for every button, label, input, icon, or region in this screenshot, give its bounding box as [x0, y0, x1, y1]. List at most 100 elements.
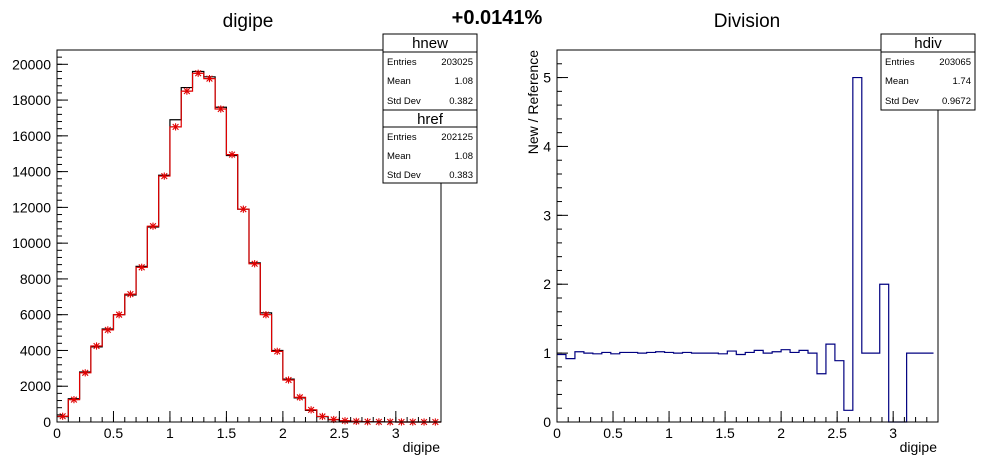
hnew-stats-title: hnew [412, 35, 448, 52]
marker-stroke [194, 69, 202, 77]
href-stddev-key: Std Dev [387, 170, 421, 181]
href-stddev-value: 0.383 [449, 170, 473, 181]
left-chart: digipe 0 0.5 1 1.5 2 2.5 3 0 2000 4000 6000 8000 10… [12, 11, 478, 455]
hnew-entries-key: Entries [387, 57, 417, 68]
href-marker [341, 417, 349, 425]
href-marker [330, 415, 338, 424]
y-tick-label: 0 [543, 414, 551, 430]
left-x-axis: 0 0.5 1 1.5 2 2.5 3 [53, 411, 442, 441]
y-tick-label: 8000 [20, 271, 51, 287]
percent-difference-label: +0.0141% [452, 7, 543, 29]
href-marker [217, 105, 225, 113]
y-tick-label: 10000 [12, 235, 51, 251]
href-marker [307, 406, 315, 414]
y-tick-label: 2000 [20, 378, 51, 394]
left-chart-title: digipe [223, 11, 274, 32]
x-tick-label: 0 [53, 425, 61, 441]
hdiv-mean-value: 1.74 [953, 76, 972, 87]
hnew-mean-key: Mean [387, 76, 411, 87]
href-marker [59, 412, 67, 420]
href-marker [296, 393, 304, 401]
href-entries-key: Entries [387, 132, 417, 143]
right-histogram-lines [557, 76, 934, 423]
x-tick-label: 0.5 [104, 425, 124, 441]
marker-stroke [262, 311, 270, 318]
marker-stroke [172, 123, 179, 131]
href-marker [251, 260, 259, 268]
left-x-axis-label: digipe [403, 439, 441, 455]
hdiv-entries-key: Entries [885, 57, 915, 68]
y-tick-label: 18000 [12, 92, 51, 108]
marker-stroke [81, 369, 89, 377]
href-mean-value: 1.08 [455, 151, 474, 162]
y-tick-label: 4000 [20, 342, 51, 358]
y-tick-label: 5 [543, 70, 551, 86]
x-tick-label: 1.5 [217, 425, 237, 441]
hdiv-stats-box: hdiv Entries 203065 Mean 1.74 Std Dev 0.… [880, 33, 976, 111]
marker-stroke [330, 416, 337, 423]
marker-stroke [59, 413, 66, 420]
marker-stroke [285, 376, 292, 384]
href-marker [92, 342, 101, 350]
marker-stroke [161, 172, 168, 180]
hdiv-mean-key: Mean [885, 76, 909, 87]
marker-stroke [273, 348, 281, 355]
left-y-axis: 0 2000 4000 6000 8000 10000 12000 14000 16000 180… [12, 49, 68, 430]
x-tick-label: 3 [889, 425, 897, 441]
y-tick-label: 20000 [12, 56, 51, 72]
right-x-axis-label: digipe [900, 439, 938, 455]
marker-stroke [183, 87, 191, 95]
marker-stroke [104, 326, 112, 334]
href-marker [160, 172, 168, 180]
y-tick-label: 2 [543, 276, 551, 292]
href-marker [126, 290, 135, 298]
marker-stroke [93, 342, 100, 350]
href-marker [183, 87, 191, 95]
x-tick-label: 2.5 [330, 425, 350, 441]
x-tick-label: 1 [166, 425, 174, 441]
href-marker [70, 396, 78, 404]
marker-stroke [127, 290, 134, 298]
hdiv-stats-title: hdiv [914, 35, 942, 52]
x-tick-label: 2 [279, 425, 287, 441]
right-x-axis: 0 0.5 1 1.5 2 2.5 3 [553, 411, 939, 441]
href-marker [262, 311, 270, 319]
y-tick-label: 0 [43, 414, 51, 430]
hnew-stddev-value: 0.382 [449, 96, 473, 107]
x-tick-label: 0 [553, 425, 561, 441]
y-tick-label: 3 [543, 207, 551, 223]
x-tick-label: 2 [777, 425, 785, 441]
hnew-stddev-key: Std Dev [387, 96, 421, 107]
hdiv-stddev-value: 0.9672 [942, 96, 971, 107]
x-tick-label: 0.5 [603, 425, 623, 441]
href-marker [194, 69, 202, 77]
href-marker [205, 75, 214, 83]
marker-stroke [138, 264, 145, 271]
href-marker [81, 369, 89, 377]
hnew-stats-box: hnew Entries 203025 Mean 1.08 Std Dev 0.… [382, 33, 478, 111]
x-tick-label: 2.5 [827, 425, 847, 441]
y-tick-label: 16000 [12, 128, 51, 144]
href-marker [239, 205, 247, 213]
hnew-mean-value: 1.08 [455, 76, 474, 87]
y-tick-label: 4 [543, 138, 551, 154]
href-marker [284, 376, 293, 384]
href-stats-box: href Entries 202125 Mean 1.08 Std Dev 0.… [382, 109, 478, 184]
hnew-entries-value: 203025 [441, 57, 473, 68]
marker-stroke [115, 311, 123, 318]
href-marker [273, 347, 281, 355]
y-tick-label: 14000 [12, 164, 51, 180]
marker-stroke [228, 151, 236, 158]
hdiv-step-line [557, 76, 934, 423]
marker-stroke [307, 406, 315, 414]
href-marker [115, 311, 123, 319]
href-marker [149, 222, 157, 230]
href-marker [138, 263, 146, 271]
right-y-axis: 0 1 2 3 4 5 [543, 49, 568, 430]
hdiv-entries-value: 203065 [939, 57, 971, 68]
marker-stroke [319, 413, 326, 420]
marker-stroke [70, 396, 78, 403]
x-tick-label: 1 [665, 425, 673, 441]
marker-stroke [341, 417, 349, 425]
